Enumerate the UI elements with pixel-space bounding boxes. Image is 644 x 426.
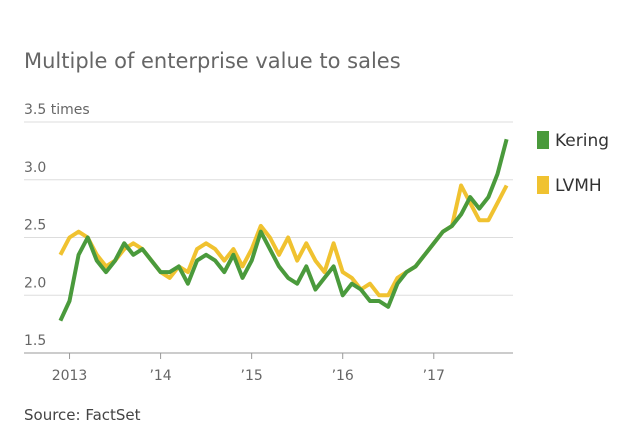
legend-label: Kering [555, 131, 609, 151]
y-tick-label: 2.5 [24, 218, 46, 234]
legend-swatch [537, 176, 549, 194]
x-tick-label: ’16 [332, 368, 354, 384]
legend-swatch [537, 131, 549, 149]
y-tick-label: 1.5 [24, 333, 46, 349]
source: Source: FactSet [24, 406, 141, 424]
x-tick-label: ’15 [241, 368, 263, 384]
x-tick-label: 2013 [52, 368, 88, 384]
series-line [58, 183, 509, 298]
legend-label: LVMH [555, 176, 602, 196]
x-tick-label: ’17 [423, 368, 445, 384]
chart-title: Multiple of enterprise value to sales [24, 49, 401, 73]
series-line [58, 138, 509, 322]
x-tick-label: ’14 [149, 368, 171, 384]
y-tick-label: 2.0 [24, 275, 46, 291]
y-tick-label: 3.0 [24, 160, 46, 176]
y-tick-label: 3.5 times [24, 102, 90, 118]
